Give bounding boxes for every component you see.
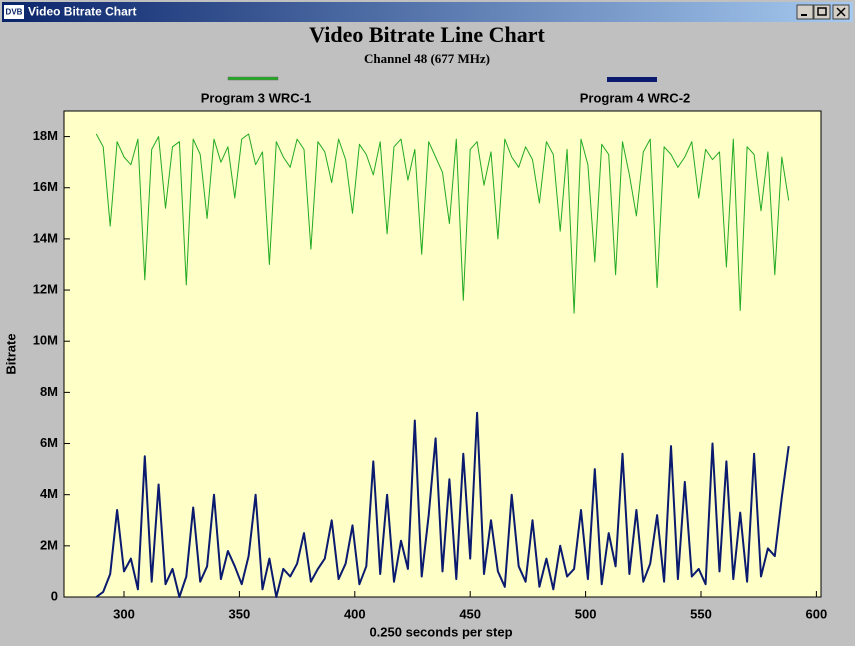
x-tick-label: 300 [113, 606, 135, 621]
y-tick-label: 6M [40, 435, 58, 450]
x-axis-label: 0.250 seconds per step [369, 624, 512, 639]
y-tick-label: 14M [33, 230, 58, 245]
x-tick-label: 400 [344, 606, 366, 621]
minimize-button[interactable] [796, 4, 814, 20]
y-tick-label: 0 [51, 588, 58, 603]
window-title: Video Bitrate Chart [28, 5, 136, 19]
y-tick-label: 12M [33, 281, 58, 296]
app-icon [4, 5, 24, 19]
series-line [95, 133, 790, 314]
window-buttons [796, 4, 850, 20]
y-axis-label: Bitrate [3, 333, 18, 374]
x-tick-label: 500 [575, 606, 597, 621]
close-glyph [836, 7, 846, 17]
y-tick-label: 4M [40, 486, 58, 501]
chart-title: Video Bitrate Line Chart [309, 22, 545, 47]
x-tick-label: 350 [229, 606, 251, 621]
title-bar [2, 2, 853, 22]
maximize-button[interactable] [813, 4, 831, 20]
series-line [95, 411, 790, 598]
x-tick-label: 450 [459, 606, 481, 621]
y-tick-label: 2M [40, 537, 58, 552]
legend-label: Program 4 WRC-2 [580, 90, 691, 105]
legend-swatch [607, 77, 657, 82]
legend-label: Program 3 WRC-1 [201, 90, 312, 105]
x-tick-label: 550 [690, 606, 712, 621]
app-icon-text: DVB [6, 8, 23, 17]
y-tick-label: 18M [33, 128, 58, 143]
chart-subtitle: Channel 48 (677 MHz) [364, 51, 490, 66]
maximize-glyph [817, 7, 827, 16]
y-tick-label: 10M [33, 333, 58, 348]
plot-area [63, 110, 822, 598]
y-tick-label: 16M [33, 179, 58, 194]
legend-swatch [227, 76, 279, 81]
x-tick-label: 600 [806, 606, 828, 621]
y-tick-label: 8M [40, 384, 58, 399]
